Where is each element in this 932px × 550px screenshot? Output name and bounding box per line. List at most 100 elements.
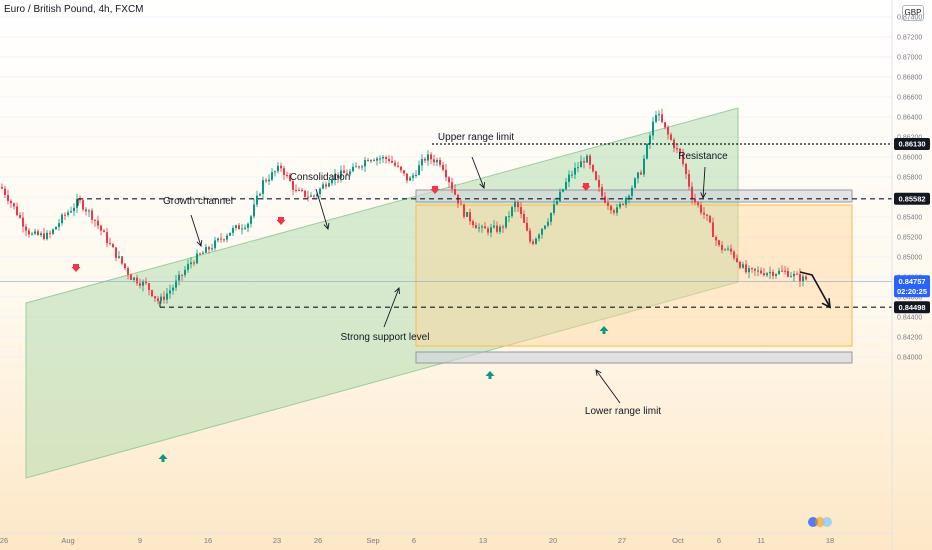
candle-body [544, 225, 546, 229]
candle-body [220, 238, 222, 240]
annotation-label[interactable]: Lower range limit [585, 406, 661, 417]
annotation-label[interactable]: Strong support level [341, 332, 430, 343]
candle-body [550, 212, 552, 222]
candle-body [445, 169, 447, 178]
annotation-arrow [315, 188, 329, 230]
candle-body [283, 168, 285, 176]
candle-body [199, 253, 201, 255]
candle-body [103, 230, 105, 233]
candle-body [709, 215, 711, 223]
candle-body [667, 127, 669, 135]
y-tick-label: 0.85200 [897, 235, 922, 242]
level-price-tag[interactable] [894, 138, 930, 150]
tradingview-logo [808, 517, 832, 527]
candle-body [289, 175, 291, 182]
candle-body [487, 228, 489, 233]
candle-body [112, 244, 114, 248]
candle-body [4, 188, 6, 196]
candle-body [364, 160, 366, 167]
down-arrow-marker-icon [430, 186, 440, 194]
candle-body [553, 204, 555, 213]
candle-body [49, 232, 51, 234]
candle-body [718, 240, 720, 245]
candle-body [91, 210, 93, 220]
candle-body [382, 157, 384, 159]
candle-body [769, 271, 771, 274]
annotation-label[interactable]: Growth channel [163, 196, 233, 207]
y-tick-label: 0.86600 [897, 95, 922, 102]
candle-body [619, 203, 621, 208]
candle-body [310, 195, 312, 197]
candle-body [40, 233, 42, 236]
annotation-label[interactable]: Resistance [678, 151, 728, 162]
up-arrow-marker-icon [158, 454, 168, 462]
candle-body [430, 154, 432, 160]
candle-body [613, 210, 615, 213]
candle-body [511, 207, 513, 217]
candle-body [226, 235, 228, 240]
candle-body [118, 256, 120, 258]
candle-body [373, 160, 375, 162]
level-price-tag-label: 0.86130 [898, 140, 925, 149]
candle-body [97, 220, 99, 226]
candle-body [121, 256, 123, 264]
annotation-arrowhead [479, 181, 485, 189]
candle-body [775, 274, 777, 276]
candle-body [685, 163, 687, 174]
candle-body [379, 158, 381, 160]
candle-body [658, 114, 660, 116]
candle-body [106, 232, 108, 244]
candle-body [700, 204, 702, 213]
level-price-tag[interactable] [894, 301, 930, 314]
candle-body [85, 209, 87, 212]
candle-body [127, 268, 129, 275]
candle-body [703, 212, 705, 215]
candle-body [7, 195, 9, 201]
candle-body [292, 181, 294, 190]
candle-body [34, 231, 36, 234]
candle-body [715, 237, 717, 241]
candle-body [640, 172, 642, 175]
y-tick-label: 0.86400 [897, 115, 922, 122]
candle-body [796, 273, 798, 275]
y-tick-label: 0.85400 [897, 215, 922, 222]
candle-body [394, 162, 396, 166]
candle-body [772, 271, 774, 276]
currency-badge[interactable]: GBP [902, 5, 924, 21]
candle-body [28, 230, 30, 235]
candle-body [556, 200, 558, 205]
candle-body [736, 258, 738, 262]
x-tick-label: Sep [366, 536, 379, 545]
candle-body [370, 160, 372, 162]
candle-body [178, 274, 180, 281]
candle-body [760, 270, 762, 274]
candle-body [187, 264, 189, 270]
current-price-tag[interactable] [894, 275, 930, 298]
candle-body [691, 186, 693, 199]
candle-body [238, 225, 240, 230]
candle-body [304, 190, 306, 197]
markers [71, 183, 609, 462]
candle-body [778, 270, 780, 275]
candle-body [295, 189, 297, 191]
annotations: Growth channel Consolidation Upper range l… [163, 132, 728, 417]
lower-range-zone [415, 351, 853, 364]
candle-body [82, 200, 84, 210]
annotation-label[interactable]: Consolidation [290, 172, 351, 183]
candle-body [472, 221, 474, 226]
y-tick-label: 0.84400 [897, 315, 922, 322]
candle-body [439, 159, 441, 165]
x-tick-label: 6 [717, 536, 721, 545]
candle-body [757, 270, 759, 272]
candle-body [661, 114, 663, 123]
candle-body [94, 219, 96, 221]
candle-body [514, 202, 516, 208]
candle-body [595, 171, 597, 180]
candle-body [193, 262, 195, 264]
candle-body [313, 195, 315, 197]
candle-body [316, 194, 318, 197]
level-price-tag[interactable] [894, 192, 930, 205]
annotation-label[interactable]: Upper range limit [438, 132, 514, 143]
